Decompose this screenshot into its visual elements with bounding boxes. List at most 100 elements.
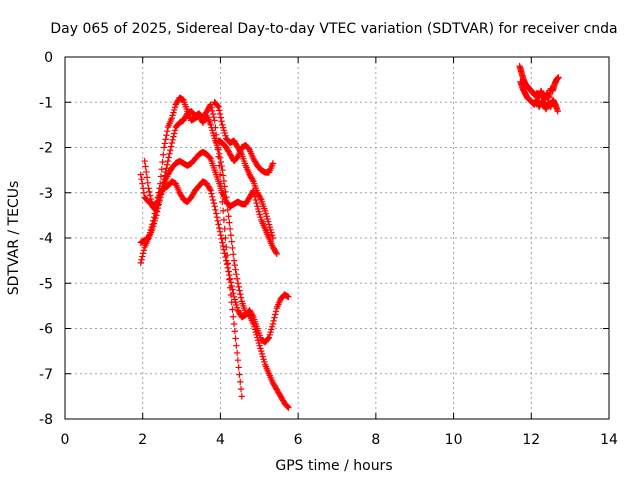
data-point <box>237 290 244 298</box>
x-tick-label: 14 <box>600 432 618 448</box>
data-point <box>273 250 280 258</box>
data-point <box>219 166 226 174</box>
y-tick-label: -6 <box>39 322 53 338</box>
data-point <box>226 284 234 291</box>
data-point <box>139 250 147 257</box>
data-point <box>161 172 169 179</box>
data-point <box>163 165 170 172</box>
data-point <box>223 243 230 251</box>
data-point <box>223 261 231 268</box>
data-point <box>163 132 170 139</box>
data-point <box>212 206 219 214</box>
data-point <box>217 180 225 187</box>
data-point <box>206 185 214 193</box>
data-point <box>249 176 256 184</box>
data-point <box>222 234 229 242</box>
data-point <box>160 179 167 186</box>
data-point <box>237 385 245 393</box>
data-point <box>555 74 562 81</box>
data-point <box>148 199 155 206</box>
data-series <box>137 62 562 411</box>
data-point <box>215 221 222 228</box>
data-point <box>216 171 224 178</box>
data-point <box>269 320 277 328</box>
data-point <box>214 146 221 153</box>
data-point <box>232 266 239 273</box>
data-point <box>226 225 234 233</box>
data-point <box>219 242 227 250</box>
data-point <box>233 275 241 282</box>
data-point <box>270 317 277 325</box>
data-point <box>226 275 234 282</box>
data-point <box>137 171 144 178</box>
data-point <box>157 194 164 201</box>
data-point <box>233 349 241 357</box>
data-point <box>211 203 218 210</box>
data-point <box>229 244 236 252</box>
data-point <box>144 179 151 186</box>
y-tick-label: -5 <box>39 276 53 292</box>
y-tick-label: -7 <box>39 367 53 383</box>
data-point <box>285 293 292 301</box>
data-point <box>217 158 225 166</box>
data-point <box>230 251 237 258</box>
series-arc-8 <box>517 78 561 115</box>
data-point <box>230 313 237 320</box>
data-point <box>219 207 227 215</box>
series-arc-5 <box>211 99 277 242</box>
data-point <box>225 268 232 275</box>
data-point <box>157 190 165 197</box>
data-point <box>229 306 236 313</box>
data-point <box>139 180 146 187</box>
data-point <box>225 213 232 220</box>
data-point <box>208 190 215 197</box>
data-point <box>158 186 165 194</box>
data-point <box>219 239 226 246</box>
data-point <box>162 168 169 176</box>
data-point <box>231 261 239 269</box>
data-point <box>212 210 220 217</box>
x-tick-labels: 0 2 4 6 8 10 12 14 <box>61 432 618 448</box>
data-point <box>170 130 178 137</box>
data-point <box>216 154 224 162</box>
data-point <box>284 403 291 410</box>
data-point <box>237 294 245 301</box>
chart-title: Day 065 of 2025, Sidereal Day-to-day VTE… <box>50 21 617 37</box>
y-tick-label: -1 <box>39 95 53 111</box>
data-point <box>162 136 169 143</box>
series-arc-4 <box>141 101 245 400</box>
data-point <box>214 217 221 225</box>
x-tick-label: 8 <box>371 432 380 448</box>
data-point <box>213 213 221 221</box>
data-point <box>146 192 154 199</box>
x-axis-label: GPS time / hours <box>275 458 392 474</box>
data-point <box>214 102 221 110</box>
data-point <box>209 107 216 115</box>
data-point <box>211 117 218 124</box>
x-tick-label: 4 <box>216 432 225 448</box>
data-point <box>269 234 277 242</box>
x-tick-label: 0 <box>61 432 70 448</box>
data-point <box>164 157 172 165</box>
data-point <box>221 225 228 233</box>
data-point <box>137 259 144 267</box>
data-point <box>219 172 227 179</box>
data-point <box>163 161 171 168</box>
data-point <box>224 206 232 214</box>
data-point <box>140 189 148 196</box>
plot-frame <box>64 56 610 420</box>
data-point <box>169 136 176 144</box>
data-point <box>271 314 278 321</box>
data-point <box>231 328 239 335</box>
y-tick-label: -4 <box>39 231 53 247</box>
data-point <box>171 127 179 134</box>
data-point <box>160 175 168 183</box>
y-tick-label: -2 <box>39 141 53 157</box>
data-point <box>226 276 233 283</box>
data-point <box>235 283 242 291</box>
data-point <box>217 232 225 239</box>
series-arc-7 <box>516 62 562 104</box>
data-point <box>222 188 229 196</box>
data-point <box>159 158 166 166</box>
